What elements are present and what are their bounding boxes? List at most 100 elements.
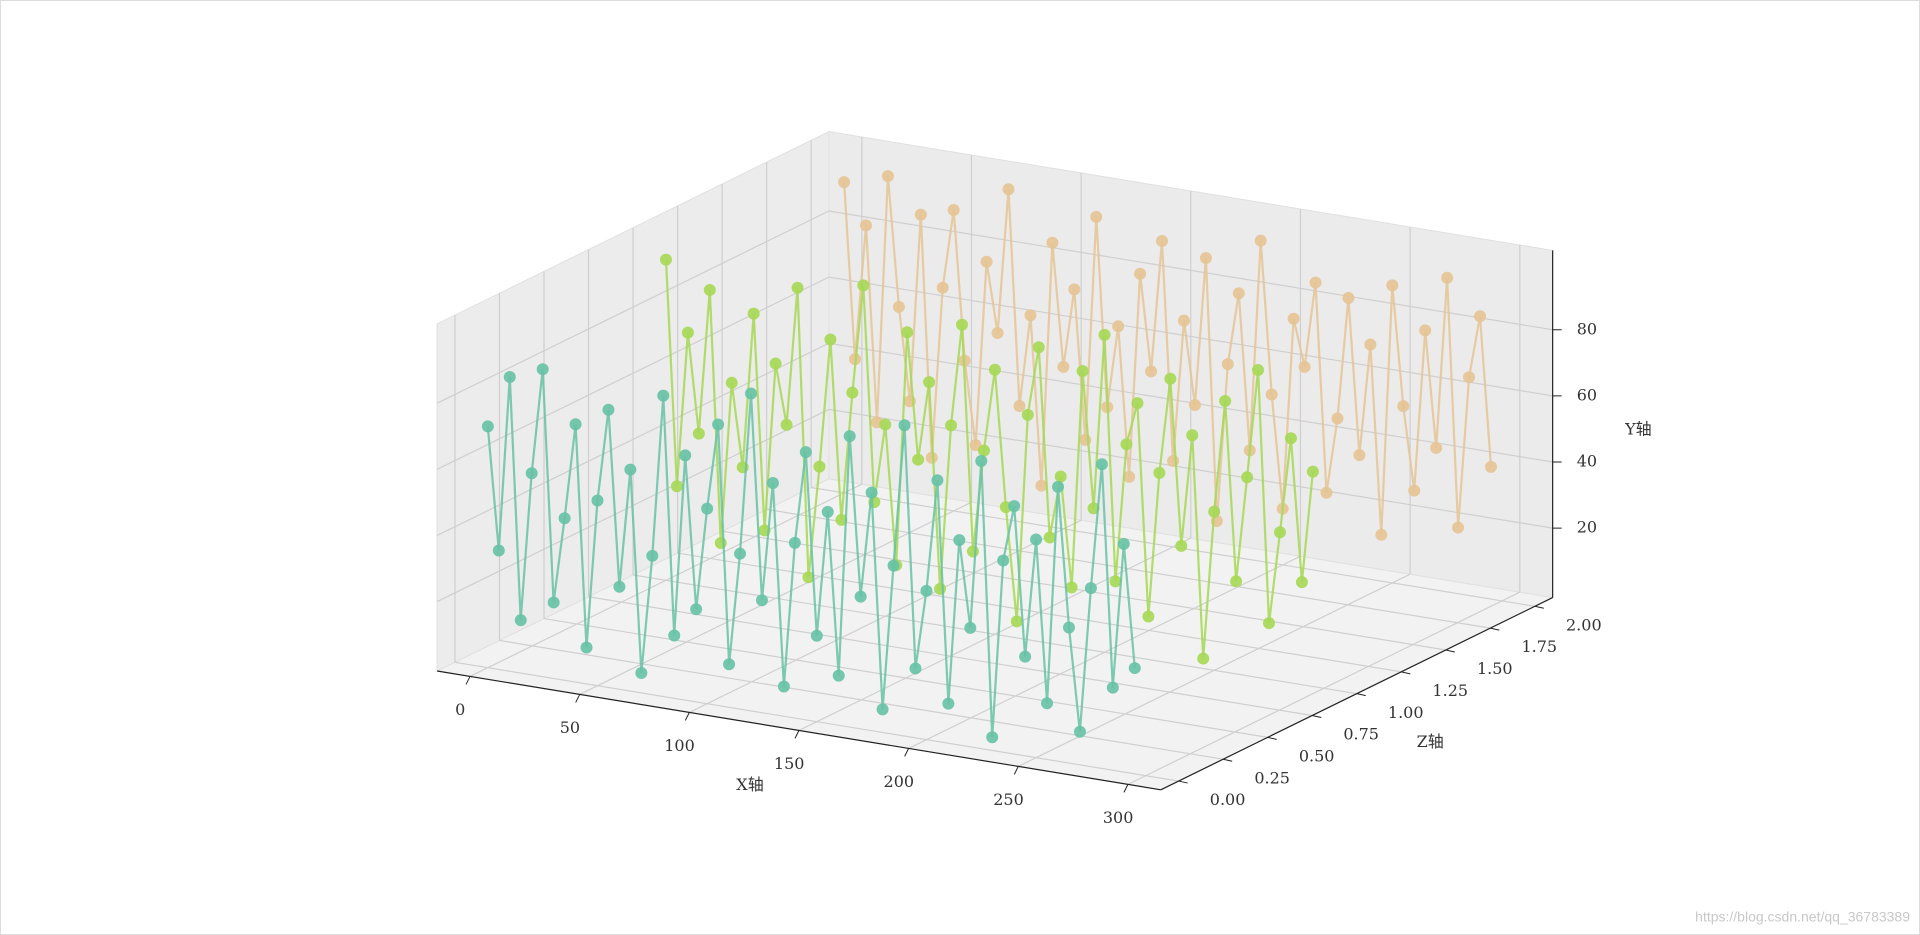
series-marker (1098, 328, 1111, 341)
series-marker (1397, 400, 1410, 413)
series-marker (821, 505, 834, 518)
series-marker (1219, 394, 1232, 407)
series-marker (1342, 291, 1355, 304)
series-marker (912, 453, 925, 466)
series-marker (1128, 662, 1141, 675)
z-tick (1267, 736, 1277, 740)
series-marker (1054, 470, 1067, 483)
series-marker (887, 559, 900, 572)
series-marker (977, 444, 990, 457)
series-marker (1043, 531, 1056, 544)
series-marker (1021, 408, 1034, 421)
series-marker (1073, 725, 1086, 738)
series-marker (898, 419, 911, 432)
series-marker (780, 418, 793, 431)
series-marker (1241, 471, 1254, 484)
grid-line (828, 276, 1553, 397)
series-marker (1019, 650, 1032, 663)
series-marker (1090, 210, 1103, 223)
series-marker (788, 536, 801, 549)
series-marker (1273, 526, 1286, 539)
grid-line (828, 210, 1553, 331)
series-marker (1419, 324, 1432, 337)
grid-line (766, 508, 1491, 629)
series-marker (1452, 521, 1465, 534)
x-tick (794, 730, 800, 739)
series-marker (1484, 460, 1497, 473)
series-marker (832, 669, 845, 682)
series-marker (1142, 610, 1155, 623)
series-marker (966, 545, 979, 558)
z-tick-label: 0.75 (1343, 725, 1379, 744)
series-marker (1254, 234, 1267, 247)
series-marker (1032, 341, 1045, 354)
series-marker (934, 582, 947, 595)
y-tick-label: 60 (1577, 385, 1597, 404)
grid-line (588, 596, 1313, 717)
z-tick (1534, 605, 1544, 609)
series-marker (964, 621, 977, 634)
series-marker (635, 667, 648, 680)
series-marker (725, 376, 738, 389)
series-marker (942, 697, 955, 710)
x-tick-label: 250 (993, 790, 1024, 809)
series-marker (1188, 399, 1201, 412)
series-marker (1364, 338, 1377, 351)
series-marker (1095, 458, 1108, 471)
x-tick (1123, 784, 1129, 793)
series-marker (892, 300, 905, 313)
z-tick-label: 1.00 (1388, 703, 1424, 722)
series-marker (1010, 615, 1023, 628)
series-marker (1208, 505, 1221, 518)
series-marker (1430, 441, 1443, 454)
series-marker (755, 594, 768, 607)
series-marker (1120, 438, 1133, 451)
grid-line (436, 276, 830, 470)
series-marker (1057, 360, 1070, 373)
series-marker (988, 363, 1001, 376)
series-marker (1265, 388, 1278, 401)
x-tick (1013, 766, 1019, 775)
x-tick-label: 300 (1103, 808, 1134, 827)
series-marker (659, 253, 672, 266)
series-marker (945, 419, 958, 432)
z-tick (1356, 693, 1366, 697)
series-marker (1134, 267, 1147, 280)
x-tick-label: 150 (774, 754, 805, 773)
series-marker (1008, 500, 1021, 513)
series-marker (1062, 621, 1075, 634)
series-marker (914, 208, 927, 221)
x-tick-label: 50 (560, 718, 580, 737)
series-marker (1309, 276, 1322, 289)
z-tick (1312, 715, 1322, 719)
series-marker (690, 603, 703, 616)
series-line (664, 259, 1314, 659)
grid-line (677, 552, 1402, 673)
series-marker (810, 629, 823, 642)
series-marker (1295, 576, 1308, 589)
series-marker (679, 449, 692, 462)
z-tick-label: 2.00 (1566, 615, 1602, 634)
series-marker (646, 549, 659, 562)
series-marker (1002, 183, 1015, 196)
series-marker (925, 451, 938, 464)
series-marker (1145, 365, 1158, 378)
series-marker (1284, 432, 1297, 445)
series-marker (1230, 575, 1243, 588)
series-marker (1386, 279, 1399, 292)
series-marker (991, 326, 1004, 339)
series-marker (1408, 484, 1421, 497)
series-marker (936, 281, 949, 294)
z-tick (1178, 780, 1188, 784)
x-axis-label: X轴 (736, 775, 763, 794)
x-tick-label: 0 (455, 700, 465, 719)
series-marker (580, 641, 593, 654)
series-marker (835, 513, 848, 526)
x-tick-label: 200 (884, 772, 915, 791)
series-marker (1353, 449, 1366, 462)
series-marker (492, 544, 505, 557)
series-marker (857, 279, 870, 292)
series-marker (1320, 486, 1333, 499)
z-tick-label: 0.25 (1254, 768, 1290, 787)
series-marker (838, 176, 851, 189)
